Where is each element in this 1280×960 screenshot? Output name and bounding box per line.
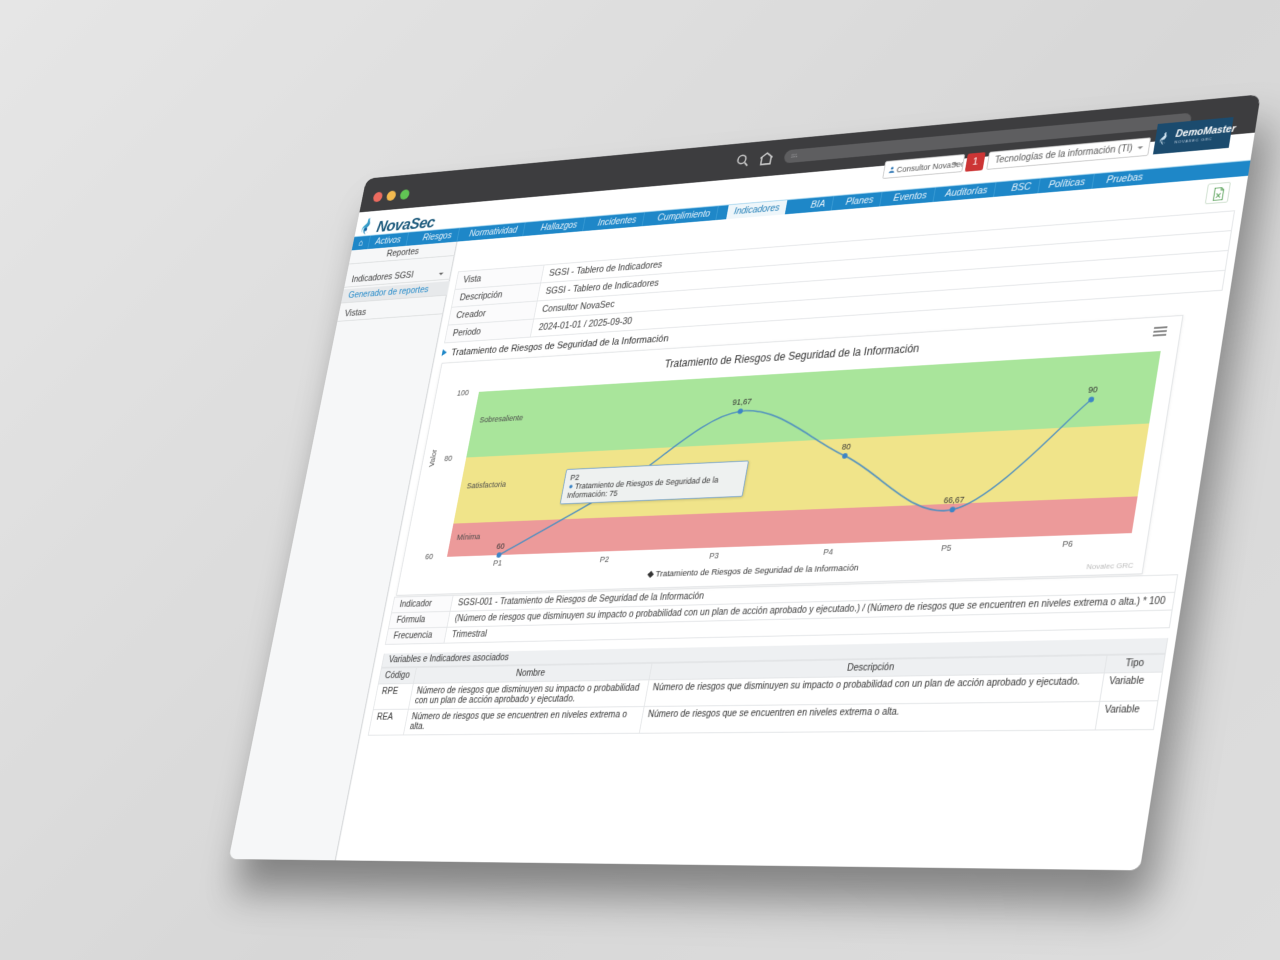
svg-text:66,67: 66,67 bbox=[943, 495, 965, 506]
svg-text:90: 90 bbox=[1087, 384, 1098, 395]
svg-text:80: 80 bbox=[841, 442, 851, 452]
svg-text:60: 60 bbox=[496, 541, 506, 551]
svg-text:91,67: 91,67 bbox=[732, 396, 753, 407]
